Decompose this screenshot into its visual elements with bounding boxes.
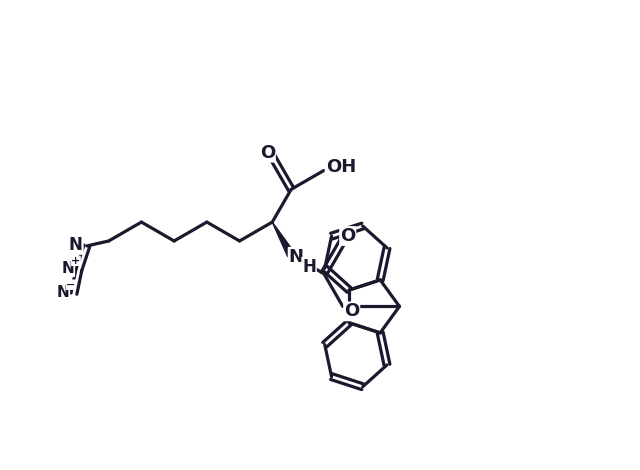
Polygon shape (272, 222, 294, 257)
Text: N: N (56, 285, 69, 300)
Text: +: + (71, 256, 81, 266)
Text: N: N (61, 261, 74, 276)
Text: N: N (289, 248, 303, 266)
Text: O: O (344, 302, 359, 321)
Text: N: N (69, 236, 83, 254)
Text: H: H (302, 258, 316, 276)
Text: −: − (67, 280, 76, 290)
Text: O: O (260, 144, 275, 162)
Text: O: O (340, 227, 355, 245)
Text: OH: OH (326, 158, 356, 177)
